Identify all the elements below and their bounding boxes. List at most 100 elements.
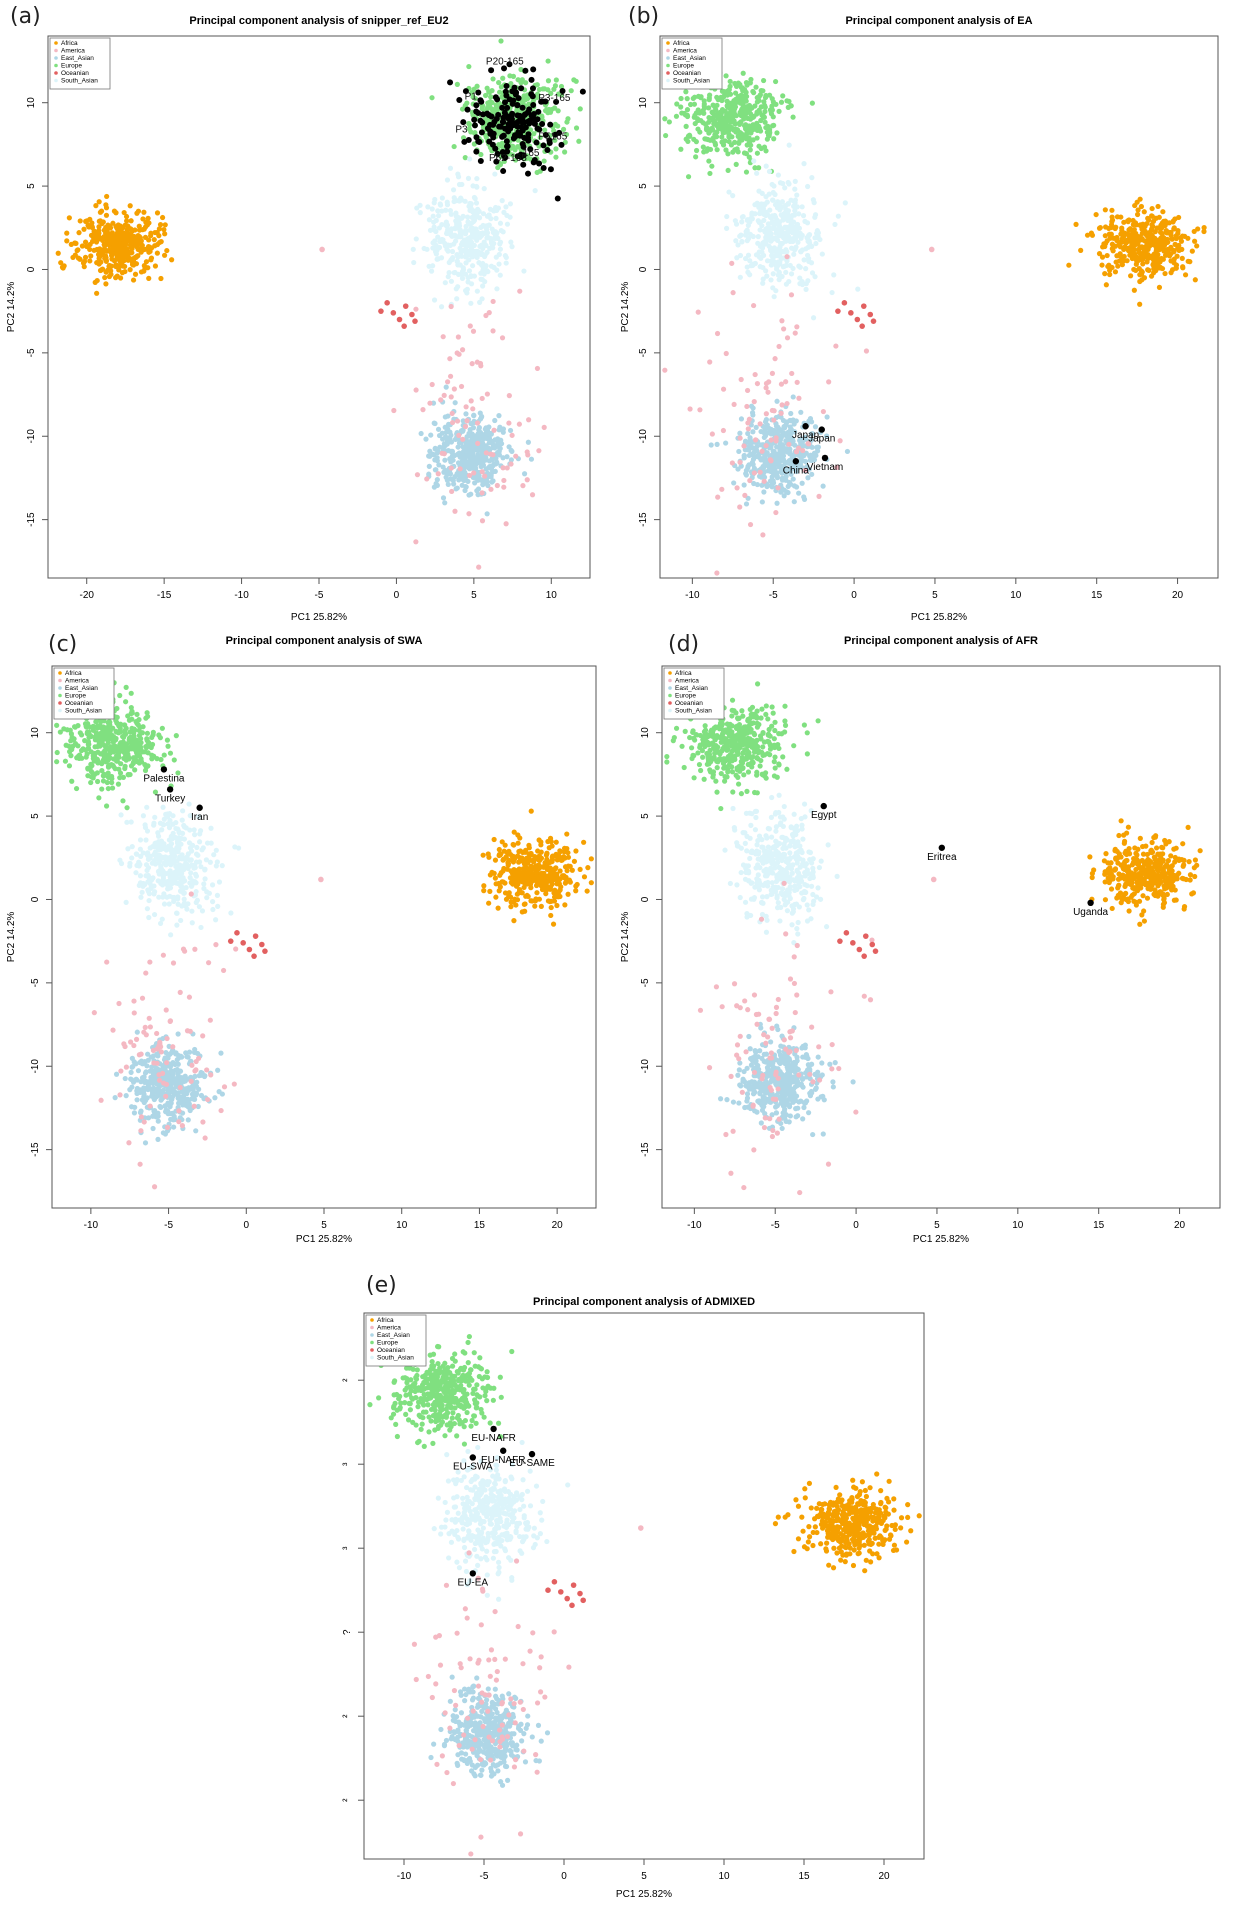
sample-point	[475, 110, 481, 116]
point-south_asian	[445, 229, 450, 234]
point-east_asian	[492, 462, 497, 467]
point-east_asian	[766, 468, 771, 473]
point-south_asian	[464, 243, 469, 248]
point-south_asian	[470, 263, 475, 268]
point-south_asian	[214, 863, 219, 868]
point-europe	[487, 101, 492, 106]
point-east_asian	[428, 432, 433, 437]
sample-point	[486, 112, 492, 118]
point-europe	[731, 98, 736, 103]
point-east_asian	[478, 410, 483, 415]
point-america	[413, 387, 418, 392]
point-south_asian	[777, 246, 782, 251]
sample-point	[479, 120, 485, 126]
point-africa	[1165, 247, 1170, 252]
point-africa	[162, 253, 167, 258]
sample-point	[540, 142, 546, 148]
point-europe	[776, 109, 781, 114]
point-africa	[1146, 218, 1151, 223]
point-oceanian	[871, 318, 877, 324]
point-america	[764, 443, 769, 448]
point-east_asian	[526, 440, 531, 445]
point-africa	[60, 265, 65, 270]
point-east_asian	[492, 418, 497, 423]
point-america	[724, 351, 729, 356]
point-east_asian	[176, 1053, 181, 1058]
panel-label: (a)	[10, 4, 41, 29]
point-europe	[702, 101, 707, 106]
x-tick-label: 20	[1172, 590, 1184, 601]
point-europe	[736, 140, 741, 145]
point-east_asian	[509, 449, 514, 454]
point-south_asian	[145, 853, 150, 858]
point-south_asian	[119, 861, 124, 866]
point-south_asian	[127, 864, 132, 869]
point-america	[480, 469, 485, 474]
point-america	[142, 1119, 147, 1124]
point-america	[768, 458, 773, 463]
point-america	[488, 451, 493, 456]
point-south_asian	[764, 236, 769, 241]
point-america	[413, 539, 418, 544]
point-south_asian	[182, 897, 187, 902]
point-africa	[77, 257, 82, 262]
point-europe	[467, 122, 472, 127]
point-europe	[69, 779, 74, 784]
point-america	[450, 411, 455, 416]
point-east_asian	[746, 447, 751, 452]
point-america	[221, 968, 226, 973]
chart-title: Principal component analysis of snipper_…	[189, 15, 448, 27]
point-europe	[742, 87, 747, 92]
point-africa	[1176, 248, 1181, 253]
point-east_asian	[133, 1061, 138, 1066]
point-east_asian	[186, 1099, 191, 1104]
point-africa	[1109, 219, 1114, 224]
point-east_asian	[444, 385, 449, 390]
point-south_asian	[189, 884, 194, 889]
point-south_asian	[158, 921, 163, 926]
sample-label: Vietnam	[807, 462, 844, 473]
point-east_asian	[447, 456, 452, 461]
point-europe	[578, 106, 583, 111]
x-tick-label: -20	[79, 590, 94, 601]
point-south_asian	[812, 274, 817, 279]
point-america	[517, 422, 522, 427]
point-oceanian	[848, 310, 854, 316]
point-europe	[135, 759, 140, 764]
panel-label: (c)	[48, 632, 77, 657]
point-europe	[759, 88, 764, 93]
point-africa	[146, 237, 151, 242]
legend-label: East_Asian	[61, 55, 94, 62]
point-south_asian	[456, 174, 461, 179]
point-africa	[155, 251, 160, 256]
point-south_asian	[479, 252, 484, 257]
point-east_asian	[448, 433, 453, 438]
point-europe	[574, 79, 579, 84]
point-america	[775, 485, 780, 490]
point-south_asian	[455, 215, 460, 220]
point-east_asian	[500, 455, 505, 460]
point-europe	[149, 756, 154, 761]
point-europe	[767, 93, 772, 98]
point-south_asian	[482, 186, 487, 191]
point-europe	[685, 139, 690, 144]
point-south_asian	[475, 289, 480, 294]
point-east_asian	[146, 1115, 151, 1120]
point-south_asian	[193, 880, 198, 885]
point-america	[138, 1128, 143, 1133]
point-south_asian	[744, 229, 749, 234]
point-south_asian	[503, 204, 508, 209]
point-south_asian	[509, 244, 514, 249]
point-oceanian	[384, 300, 390, 306]
point-africa	[89, 220, 94, 225]
point-south_asian	[498, 247, 503, 252]
point-africa	[152, 237, 157, 242]
point-south_asian	[194, 845, 199, 850]
point-africa	[1193, 277, 1198, 282]
point-south_asian	[141, 850, 146, 855]
point-america	[764, 411, 769, 416]
point-south_asian	[449, 279, 454, 284]
point-europe	[133, 744, 138, 749]
point-america	[715, 495, 720, 500]
point-south_asian	[807, 238, 812, 243]
